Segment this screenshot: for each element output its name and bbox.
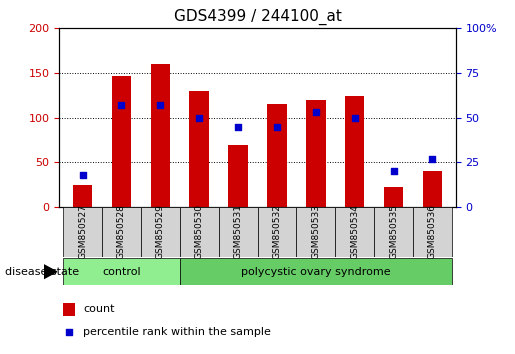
Bar (112, 76, 131, 207)
Text: GSM850531: GSM850531 (234, 204, 243, 259)
Bar (63, 207, 102, 257)
Point (78, 172, 87, 178)
Text: GSM850533: GSM850533 (311, 204, 320, 259)
Text: GSM850535: GSM850535 (389, 204, 398, 259)
Bar (180, 207, 219, 257)
Point (273, 124, 281, 130)
Text: GSM850527: GSM850527 (78, 204, 87, 259)
Bar (73, 185, 92, 207)
Bar (374, 207, 413, 257)
Text: GSM850536: GSM850536 (428, 204, 437, 259)
Bar (228, 144, 248, 207)
Text: GSM850528: GSM850528 (117, 204, 126, 259)
Bar (150, 64, 170, 207)
Text: GSM850532: GSM850532 (272, 204, 281, 259)
Bar (258, 207, 296, 257)
Point (195, 115, 203, 121)
Bar (102, 207, 141, 257)
Point (65, 329, 73, 335)
Point (389, 169, 398, 174)
Bar (306, 100, 325, 207)
Bar (296, 207, 335, 257)
Text: GSM850529: GSM850529 (156, 204, 165, 259)
Text: GSM850530: GSM850530 (195, 204, 204, 259)
Text: percentile rank within the sample: percentile rank within the sample (83, 327, 271, 337)
Bar (219, 207, 258, 257)
Text: GSM850534: GSM850534 (350, 204, 359, 259)
Bar (335, 207, 374, 257)
Point (234, 124, 242, 130)
Polygon shape (44, 265, 57, 279)
Bar (413, 207, 452, 257)
Point (117, 102, 126, 108)
Bar (345, 96, 365, 207)
Bar (141, 207, 180, 257)
Text: GDS4399 / 244100_at: GDS4399 / 244100_at (174, 9, 341, 25)
Text: control: control (102, 267, 141, 277)
Point (351, 115, 359, 121)
Text: polycystic ovary syndrome: polycystic ovary syndrome (241, 267, 391, 277)
Bar (384, 187, 403, 207)
Bar (63, 303, 75, 316)
Bar (180, 258, 452, 285)
Bar (267, 104, 287, 207)
Bar (63, 258, 180, 285)
Text: disease state: disease state (5, 267, 79, 277)
Point (428, 156, 437, 162)
Point (312, 109, 320, 115)
Point (156, 102, 164, 108)
Bar (190, 91, 209, 207)
Text: count: count (83, 304, 114, 314)
Bar (423, 171, 442, 207)
